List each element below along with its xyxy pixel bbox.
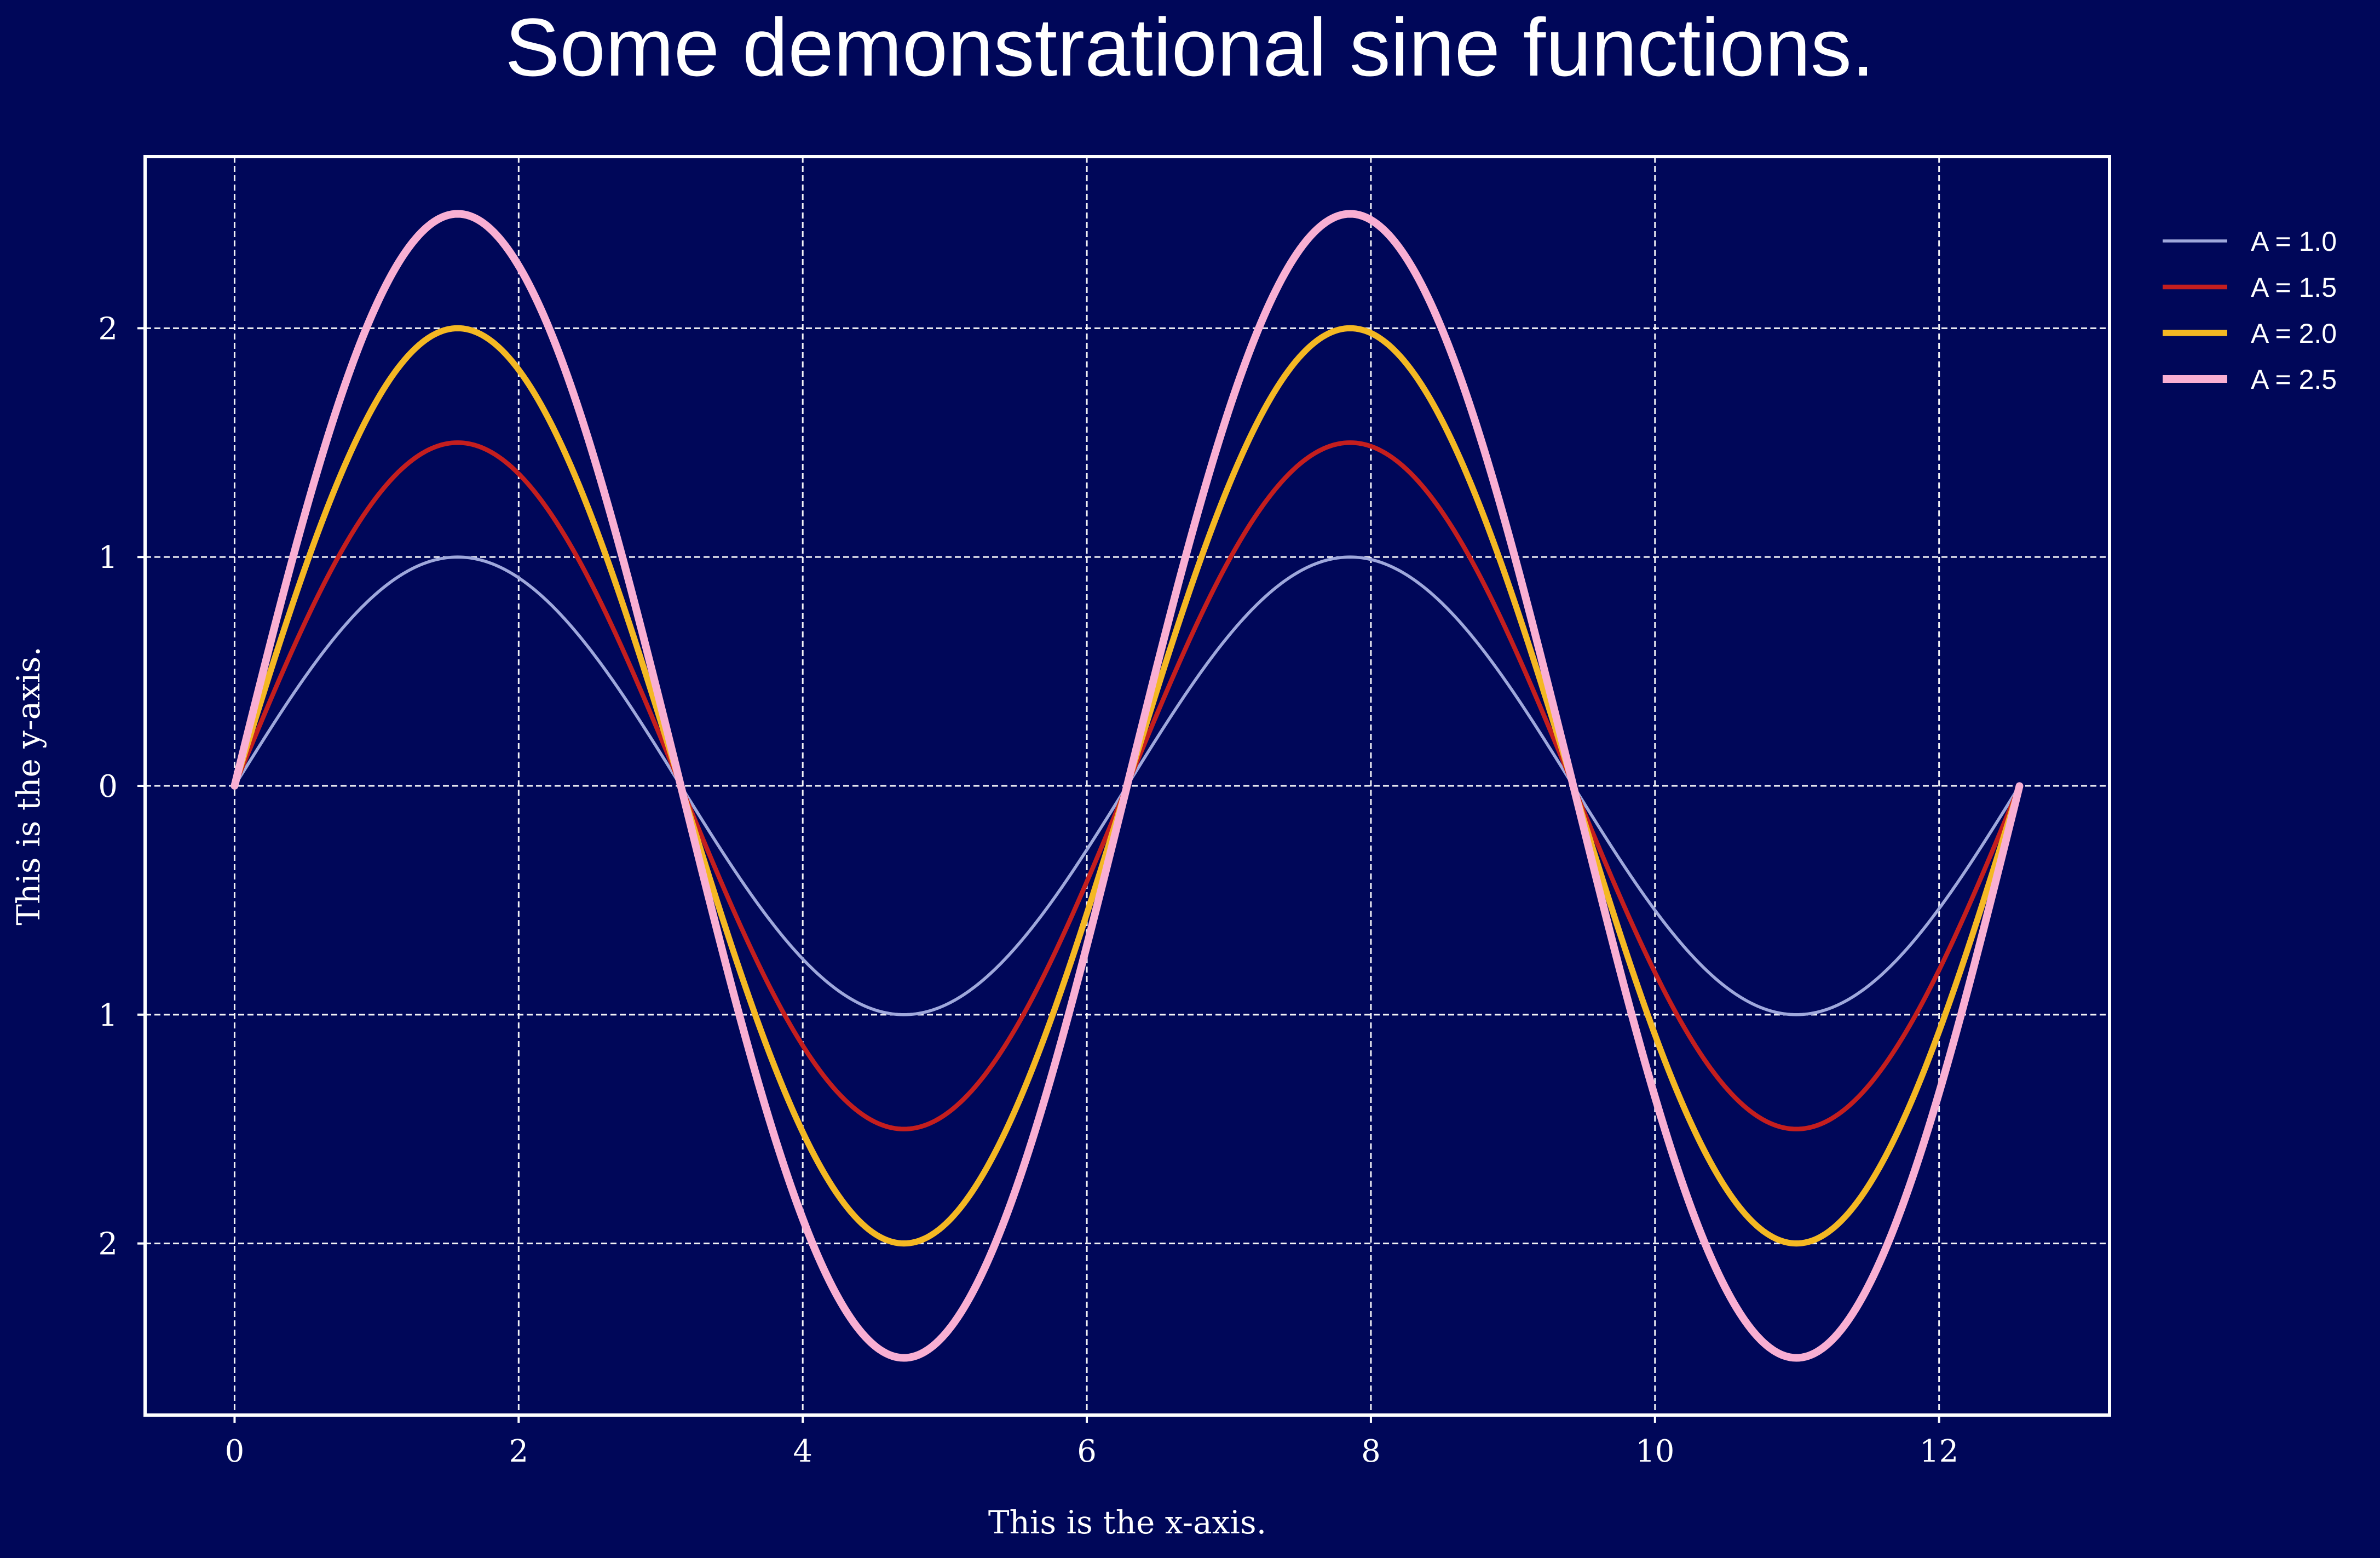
chart-title: Some demonstrational sine functions. (505, 1, 1874, 93)
y-tick-label: 1 (98, 998, 118, 1033)
x-tick-label: 2 (509, 1434, 528, 1469)
x-tick-label: 0 (225, 1434, 245, 1469)
x-tick-label: 10 (1635, 1434, 1674, 1469)
y-tick-label: 0 (98, 769, 118, 804)
series-layer (230, 210, 2024, 1362)
y-axis-label: This is the y-axis. (10, 646, 47, 925)
x-tick-label: 4 (793, 1434, 812, 1469)
x-tick-label: 8 (1361, 1434, 1381, 1469)
legend-label: A = 1.0 (2251, 226, 2337, 257)
legend-label: A = 2.0 (2251, 318, 2337, 349)
y-tick-label: 2 (98, 311, 118, 347)
y-tick-label: 2 (98, 1227, 118, 1262)
x-axis-label: This is the x-axis. (988, 1504, 1266, 1541)
legend-label: A = 1.5 (2251, 272, 2337, 303)
series-line-4 (230, 210, 2024, 1362)
legend: A = 1.0 A = 1.5 A = 2.0 A = 2.5 (2163, 226, 2337, 395)
y-tick-label: 1 (98, 540, 118, 576)
x-tick-label: 6 (1077, 1434, 1097, 1469)
x-tick-label: 12 (1920, 1434, 1958, 1469)
legend-label: A = 2.5 (2251, 364, 2337, 395)
